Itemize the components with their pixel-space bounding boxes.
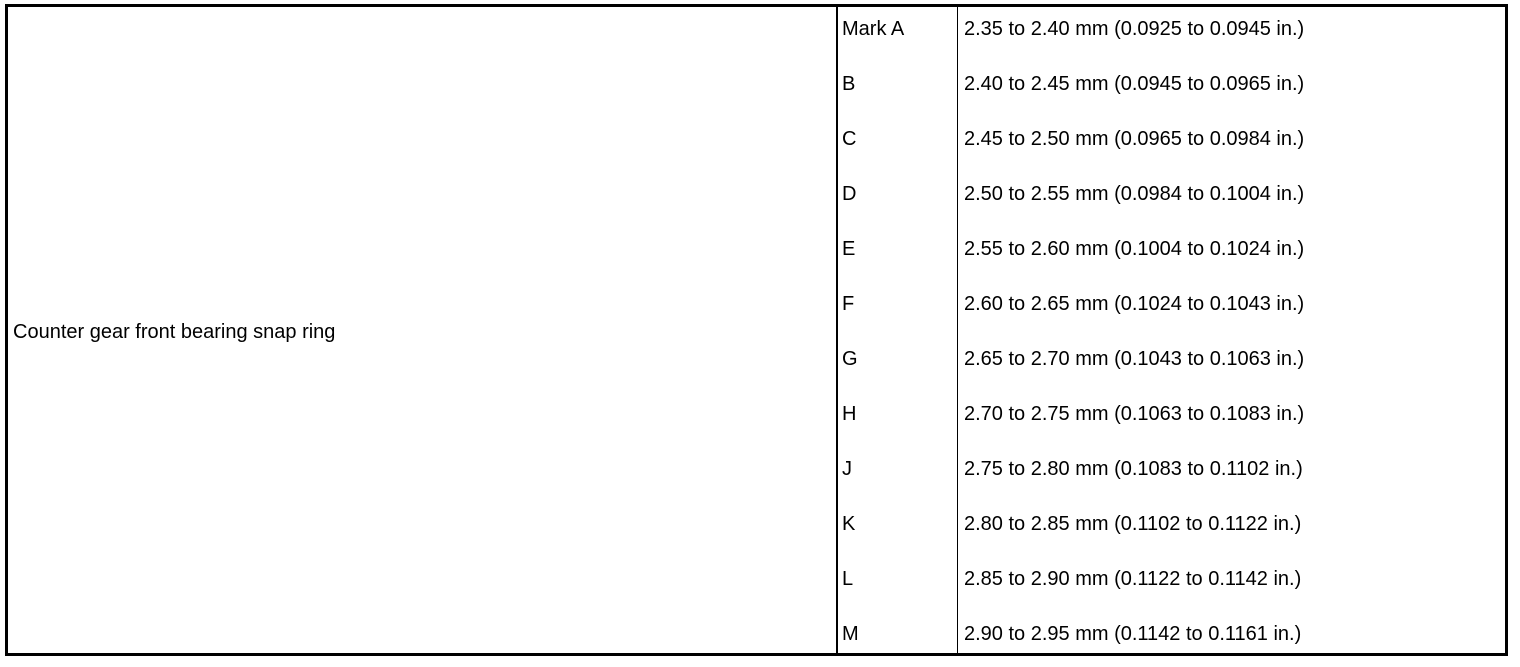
thickness-cell: 2.40 to 2.45 mm (0.0945 to 0.0965 in.) [964, 73, 1305, 95]
mark-cell: F [842, 293, 855, 315]
table-row: G 2.65 to 2.70 mm (0.1043 to 0.1063 in.) [8, 337, 1505, 392]
mark-cell: B [842, 73, 856, 95]
table-row: H 2.70 to 2.75 mm (0.1063 to 0.1083 in.) [8, 392, 1505, 447]
thickness-cell: 2.35 to 2.40 mm (0.0925 to 0.0945 in.) [964, 18, 1305, 40]
mark-cell: G [842, 348, 858, 370]
thickness-cell: 2.90 to 2.95 mm (0.1142 to 0.1161 in.) [964, 623, 1302, 645]
snap-ring-table: Counter gear front bearing snap ring Mar… [5, 4, 1508, 656]
table-row: D 2.50 to 2.55 mm (0.0984 to 0.1004 in.) [8, 172, 1505, 227]
column-divider [836, 7, 838, 653]
thickness-cell: 2.85 to 2.90 mm (0.1122 to 0.1142 in.) [964, 568, 1302, 590]
column-divider [957, 7, 958, 653]
thickness-cell: 2.45 to 2.50 mm (0.0965 to 0.0984 in.) [964, 128, 1305, 150]
mark-cell: L [842, 568, 854, 590]
table-row: Mark A 2.35 to 2.40 mm (0.0925 to 0.0945 … [8, 7, 1505, 62]
table-row: L 2.85 to 2.90 mm (0.1122 to 0.1142 in.) [8, 557, 1505, 612]
table-row: J 2.75 to 2.80 mm (0.1083 to 0.1102 in.) [8, 447, 1505, 502]
table-row: K 2.80 to 2.85 mm (0.1102 to 0.1122 in.) [8, 502, 1505, 557]
mark-cell: M [842, 623, 859, 645]
thickness-cell: 2.60 to 2.65 mm (0.1024 to 0.1043 in.) [964, 293, 1305, 315]
table-row: E 2.55 to 2.60 mm (0.1004 to 0.1024 in.) [8, 227, 1505, 282]
thickness-cell: 2.80 to 2.85 mm (0.1102 to 0.1122 in.) [964, 513, 1302, 535]
thickness-cell: 2.50 to 2.55 mm (0.0984 to 0.1004 in.) [964, 183, 1305, 205]
mark-cell: D [842, 183, 857, 205]
mark-cell: E [842, 238, 856, 260]
table-row: B 2.40 to 2.45 mm (0.0945 to 0.0965 in.) [8, 62, 1505, 117]
thickness-cell: 2.70 to 2.75 mm (0.1063 to 0.1083 in.) [964, 403, 1305, 425]
mark-cell: C [842, 128, 857, 150]
table-row: F 2.60 to 2.65 mm (0.1024 to 0.1043 in.) [8, 282, 1505, 337]
thickness-cell: 2.75 to 2.80 mm (0.1083 to 0.1102 in.) [964, 458, 1303, 480]
mark-cell: Mark A [842, 18, 905, 40]
thickness-cell: 2.65 to 2.70 mm (0.1043 to 0.1063 in.) [964, 348, 1305, 370]
table-row: M 2.90 to 2.95 mm (0.1142 to 0.1161 in.) [8, 612, 1505, 667]
mark-cell: H [842, 403, 857, 425]
table-row: C 2.45 to 2.50 mm (0.0965 to 0.0984 in.) [8, 117, 1505, 172]
component-name: Counter gear front bearing snap ring [13, 321, 336, 343]
mark-cell: K [842, 513, 856, 535]
thickness-cell: 2.55 to 2.60 mm (0.1004 to 0.1024 in.) [964, 238, 1305, 260]
mark-cell: J [842, 458, 852, 480]
